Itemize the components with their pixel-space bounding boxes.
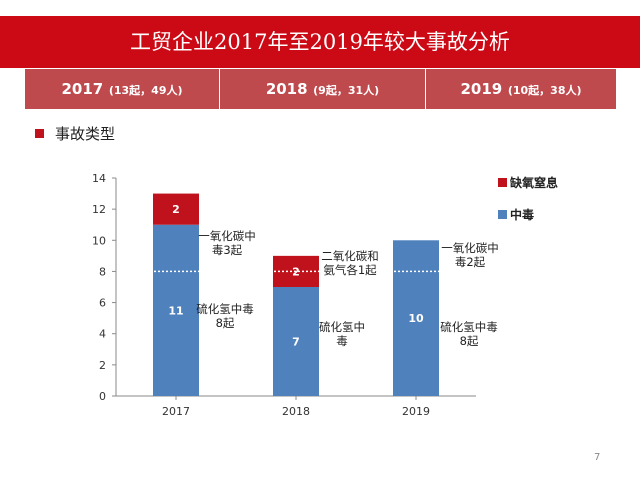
x-tick-label-1: 2018 (282, 405, 310, 418)
page-number: 7 (594, 452, 601, 463)
y-tick-label-7: 14 (92, 172, 106, 185)
bar-2019-series-0 (393, 240, 439, 396)
section-label: 事故类型 (55, 125, 116, 143)
year-header-2018: 2018 (9起，31人) (219, 69, 425, 109)
annotation-2019-bottom: 硫化氢中毒8起 (440, 320, 498, 348)
y-tick-label-2: 4 (99, 328, 106, 341)
legend-label-asphyxia: 缺氧窒息 (510, 176, 559, 190)
bar-2017-series-1 (153, 193, 199, 225)
bar-2017-series-0 (153, 224, 199, 396)
year-header-2017-detail: (13起，49人) (108, 84, 183, 97)
legend-swatch-poisoning (498, 210, 507, 219)
legend-label-poisoning: 中毒 (510, 208, 535, 222)
year-header-2019: 2019 (10起，38人) (425, 69, 616, 109)
year-header-2017-year: 2017 (61, 80, 104, 98)
y-tick-label-4: 8 (99, 265, 106, 278)
data-label-2019-series-0: 10 (408, 312, 424, 325)
section-bullet-icon (35, 129, 44, 138)
legend-swatch-asphyxia (498, 178, 507, 187)
x-tick-label-0: 2017 (162, 405, 190, 418)
year-header-2019-year: 2019 (460, 80, 503, 98)
y-tick-label-0: 0 (99, 390, 106, 403)
data-label-2017-series-0: 11 (168, 304, 183, 317)
y-tick-label-3: 6 (99, 297, 106, 310)
slide-title: 工贸企业2017年至2019年较大事故分析 (130, 30, 510, 54)
y-tick-label-6: 12 (92, 203, 106, 216)
data-label-2017-series-1: 2 (172, 203, 180, 216)
year-header-2018-year: 2018 (265, 80, 308, 98)
data-label-2018-series-0: 7 (292, 336, 300, 349)
title-bar (0, 16, 640, 68)
year-header-2017: 2017 (13起，49人) (24, 69, 219, 109)
annotation-2019-top: 一氧化碳中毒2起 (441, 241, 499, 269)
annotation-2017-bottom: 硫化氢中毒8起 (196, 302, 254, 330)
annotation-2017-top: 一氧化碳中毒3起 (198, 229, 256, 257)
annotation-2018-top: 二氧化碳和氨气各1起 (321, 249, 379, 277)
y-tick-label-1: 2 (99, 359, 106, 372)
year-header-2018-detail: (9起，31人) (313, 84, 380, 97)
year-header-2019-detail: (10起，38人) (507, 84, 582, 97)
annotation-2018-bottom: 硫化氢中毒 (319, 320, 365, 348)
x-tick-label-2: 2019 (402, 405, 430, 418)
bar-2018-series-0 (273, 287, 319, 396)
y-tick-label-5: 10 (92, 234, 106, 247)
